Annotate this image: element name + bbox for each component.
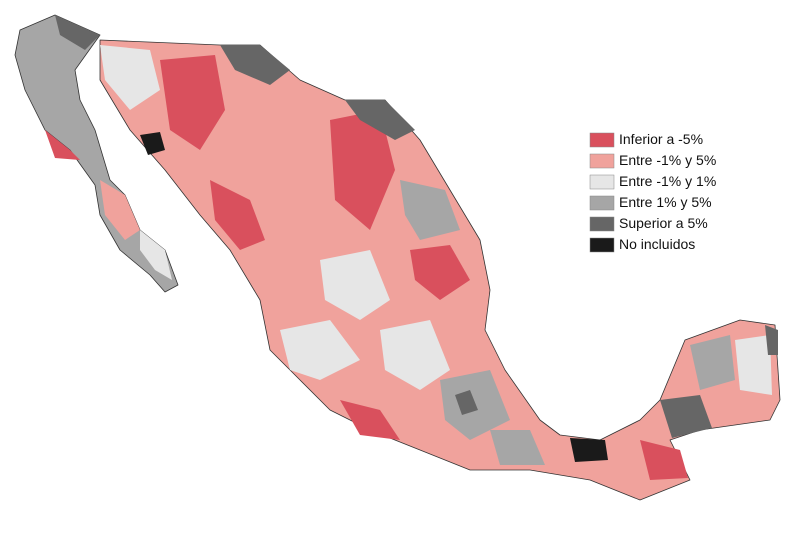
map-patch xyxy=(380,320,450,390)
map-patch xyxy=(400,180,460,240)
legend-swatch xyxy=(589,132,615,148)
map-patch xyxy=(640,440,688,480)
map-patch xyxy=(660,395,712,438)
legend-label: Superior a 5% xyxy=(619,215,708,231)
map-patch xyxy=(490,430,545,465)
legend-label: No incluidos xyxy=(619,236,695,252)
map-patch xyxy=(690,335,735,390)
legend-swatch xyxy=(589,195,615,211)
legend-label: Entre -1% y 1% xyxy=(619,173,716,189)
legend: Inferior a -5% Entre -1% y 5% Entre -1% y … xyxy=(589,131,716,253)
map-patch xyxy=(55,15,100,50)
map-patch xyxy=(140,230,172,280)
map-patch xyxy=(455,390,478,415)
legend-label: Entre 1% y 5% xyxy=(619,194,712,210)
map-patch xyxy=(280,320,360,380)
legend-swatch xyxy=(589,153,615,169)
map-patch xyxy=(340,400,400,440)
map xyxy=(14,14,781,501)
map-patch xyxy=(140,132,165,155)
map-patch xyxy=(410,245,470,300)
map-patch xyxy=(45,130,80,160)
map-patch xyxy=(210,180,265,250)
legend-label: Entre -1% y 5% xyxy=(619,152,716,168)
map-patch xyxy=(735,335,772,395)
legend-swatch xyxy=(589,174,615,190)
map-patch xyxy=(320,250,390,320)
map-patch xyxy=(345,100,415,140)
map-patch xyxy=(220,45,290,85)
baja-california xyxy=(14,14,179,293)
map-patch xyxy=(330,110,395,230)
map-patch xyxy=(160,55,225,150)
map-patch xyxy=(100,180,140,240)
legend-label: Inferior a -5% xyxy=(619,131,703,147)
legend-swatch xyxy=(589,237,615,253)
legend-swatch xyxy=(589,216,615,232)
map-patch xyxy=(100,45,160,110)
map-patch xyxy=(765,325,778,355)
map-patch xyxy=(570,438,608,462)
